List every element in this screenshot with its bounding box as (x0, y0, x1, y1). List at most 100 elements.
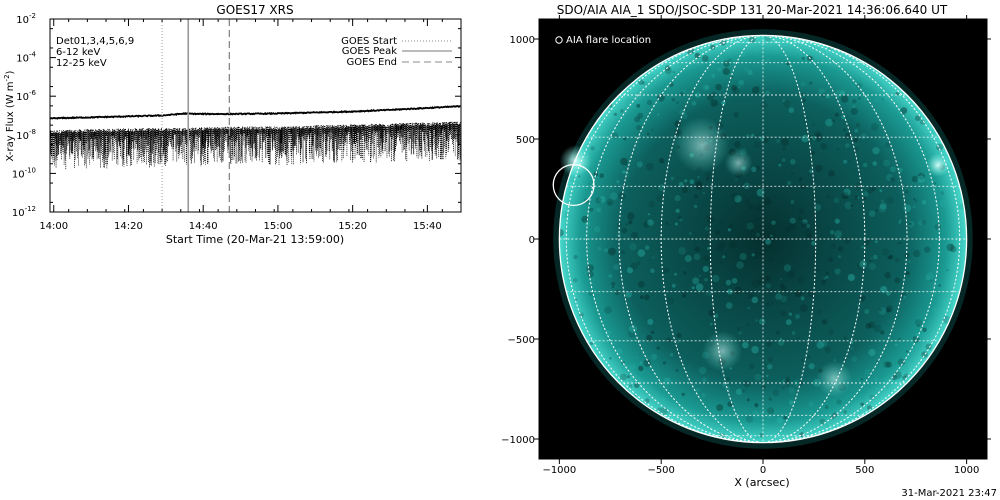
aia-xtick-label: 500 (855, 465, 874, 476)
sun-texture-speck (727, 228, 732, 232)
sun-texture-speck (795, 314, 800, 319)
sun-texture-speck (728, 224, 733, 228)
sun-texture-speck (609, 357, 612, 360)
sun-texture-speck (707, 246, 710, 250)
sun-texture-speck (784, 227, 791, 233)
sun-texture-speck (905, 190, 909, 194)
sun-texture-speck (656, 346, 660, 350)
sun-texture-speck (751, 279, 760, 288)
sun-texture-speck (824, 346, 831, 353)
sun-texture-speck (709, 322, 713, 326)
sun-texture-speck (646, 132, 650, 136)
sun-texture-speck (704, 277, 708, 282)
sun-texture-speck (634, 116, 641, 123)
sun-texture-speck (719, 432, 726, 439)
sun-texture-speck (593, 171, 599, 177)
sun-texture-speck (939, 199, 947, 207)
sun-texture-speck (850, 346, 854, 350)
sun-texture-speck (869, 394, 875, 400)
sun-texture-speck (857, 196, 860, 199)
sun-texture-speck (595, 197, 602, 204)
sun-texture-speck (883, 361, 890, 368)
sun-texture-speck (854, 195, 859, 199)
sun-texture-speck (850, 204, 853, 208)
sun-texture-speck (678, 247, 686, 255)
sun-texture-speck (820, 143, 828, 150)
sun-texture-speck (586, 264, 594, 272)
sun-texture-speck (903, 105, 909, 111)
aia-ytick-labels: −1000 −500 0 500 1000 (501, 35, 535, 446)
sun-texture-speck (710, 99, 718, 107)
sun-texture-speck (858, 97, 861, 100)
sun-texture-speck (587, 271, 594, 278)
sun-texture-speck (629, 384, 633, 388)
sun-texture-speck (775, 139, 781, 144)
sun-texture-speck (616, 348, 623, 355)
sun-texture-speck (898, 221, 901, 224)
goes-channel-labels: Det01,3,4,5,6,9 6-12 keV 12-25 keV (56, 36, 134, 69)
sun-texture-speck (752, 251, 761, 260)
goes-xlabel: Start Time (20-Mar-21 13:59:00) (166, 233, 344, 246)
goes-chart-title: GOES17 XRS (216, 3, 293, 17)
sun-texture-speck (852, 99, 857, 104)
sun-texture-speck (747, 220, 753, 226)
sun-texture-speck (613, 112, 618, 117)
sun-texture-speck (643, 221, 650, 228)
sun-texture-speck (751, 345, 759, 354)
aia-image-chart: SDO/AIA AIA_1 SDO/JSOC-SDP 131 20-Mar-20… (501, 3, 991, 489)
goes-ytick-labels: 10-2 10-4 10-6 10-8 10-10 10-12 (12, 12, 37, 219)
sun-texture-speck (775, 293, 782, 300)
sun-texture-speck (794, 289, 802, 297)
sun-bright-region (926, 153, 951, 177)
sun-texture-speck (899, 219, 902, 222)
sun-texture-speck (830, 242, 837, 249)
sun-texture-speck (706, 94, 714, 101)
sun-texture-speck (810, 410, 813, 413)
sun-texture-speck (790, 159, 796, 165)
sun-texture-speck (629, 363, 636, 370)
sun-texture-speck (652, 256, 655, 259)
sun-texture-speck (867, 238, 872, 243)
sun-texture-speck (766, 58, 770, 63)
sun-texture-speck (738, 86, 741, 89)
sun-texture-speck (663, 267, 669, 274)
sun-texture-speck (693, 204, 698, 209)
sun-texture-speck (765, 276, 772, 283)
sun-texture-speck (675, 208, 680, 213)
goes-xtick-label: 15:20 (338, 221, 367, 232)
sun-texture-speck (629, 242, 637, 251)
sun-texture-speck (918, 220, 924, 226)
goes-legend: GOES Start GOES Peak GOES End (341, 36, 452, 68)
sun-texture-speck (718, 187, 721, 190)
sun-texture-speck (798, 217, 802, 221)
sun-texture-speck (890, 166, 896, 173)
sun-texture-speck (734, 286, 742, 294)
sun-texture-speck (770, 234, 773, 237)
sun-texture-speck (676, 332, 682, 338)
sun-texture-speck (598, 196, 606, 203)
sun-texture-speck (715, 84, 722, 91)
sun-texture-speck (589, 207, 594, 212)
sun-texture-speck (738, 79, 745, 86)
sun-texture-speck (581, 215, 589, 223)
sun-texture-speck (674, 195, 681, 202)
sun-texture-speck (604, 329, 612, 337)
sun-texture-speck (866, 405, 872, 411)
sun-texture-speck (736, 261, 744, 269)
sun-texture-speck (897, 358, 906, 366)
sun-texture-speck (886, 291, 891, 296)
sun-texture-speck (868, 262, 877, 271)
sun-texture-speck (800, 296, 805, 301)
sun-texture-speck (801, 98, 807, 103)
sun-texture-speck (719, 260, 723, 264)
sun-texture-speck (844, 143, 850, 148)
sun-texture-speck (735, 178, 738, 181)
sun-texture-speck (734, 141, 741, 148)
sun-texture-speck (843, 194, 848, 199)
sun-texture-speck (908, 222, 912, 226)
sun-texture-speck (865, 322, 872, 329)
sun-texture-speck (806, 233, 812, 239)
sun-texture-speck (867, 69, 870, 72)
sun-texture-speck (917, 324, 920, 328)
sun-texture-speck (780, 310, 786, 317)
